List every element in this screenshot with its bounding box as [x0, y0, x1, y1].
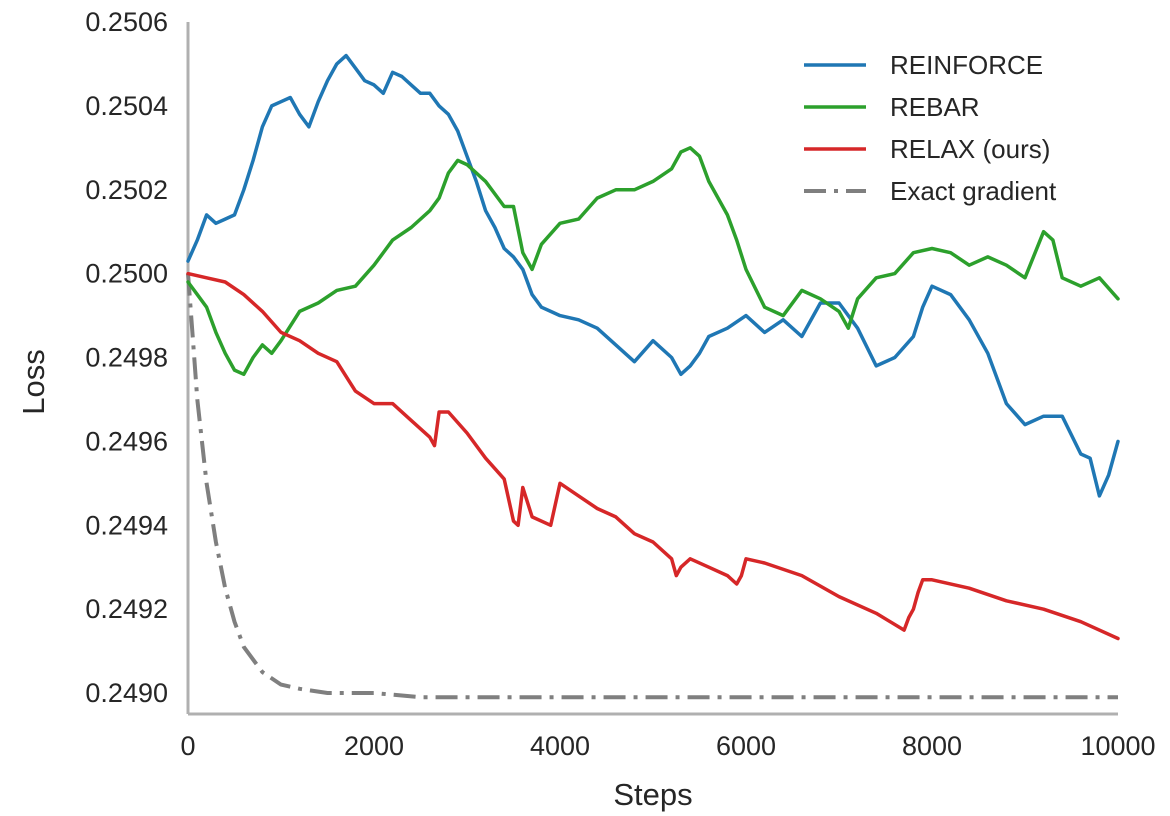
series-layer — [186, 53, 1120, 700]
series-line-relax-ours — [186, 271, 1120, 641]
legend: REINFORCE REBAR RELAX (ours) Exact gradient — [804, 50, 1057, 206]
series-line-reinforce — [186, 53, 1120, 498]
y-tick-label: 0.2500 — [85, 259, 168, 289]
x-tick-label: 4000 — [530, 731, 590, 761]
y-tick-label: 0.2498 — [85, 343, 168, 373]
legend-label: Exact gradient — [890, 176, 1057, 206]
y-tick-label: 0.2506 — [85, 7, 168, 37]
series-line-exact-gradient — [186, 273, 1118, 700]
x-axis-title: Steps — [613, 777, 692, 812]
y-tick-label: 0.2502 — [85, 175, 168, 205]
legend-label: REINFORCE — [890, 50, 1043, 80]
y-axis-title: Loss — [16, 349, 51, 414]
x-tick-label: 8000 — [902, 731, 962, 761]
y-tick-label: 0.2492 — [85, 594, 168, 624]
y-tick-label: 0.2490 — [85, 678, 168, 708]
legend-label: REBAR — [890, 92, 980, 122]
x-tick-labels: 0 2000 4000 6000 8000 10000 — [180, 731, 1155, 761]
y-tick-label: 0.2504 — [85, 91, 168, 121]
legend-label: RELAX (ours) — [890, 134, 1050, 164]
series-line-rebar — [186, 146, 1120, 377]
x-tick-label: 0 — [180, 731, 195, 761]
x-tick-label: 6000 — [716, 731, 776, 761]
x-tick-label: 2000 — [344, 731, 404, 761]
y-tick-label: 0.2494 — [85, 510, 168, 540]
x-tick-label: 10000 — [1080, 731, 1155, 761]
axes — [186, 22, 1118, 716]
y-tick-labels: 0.2490 0.2492 0.2494 0.2496 0.2498 0.2500 0.25… — [85, 7, 168, 708]
y-tick-label: 0.2496 — [85, 426, 168, 456]
